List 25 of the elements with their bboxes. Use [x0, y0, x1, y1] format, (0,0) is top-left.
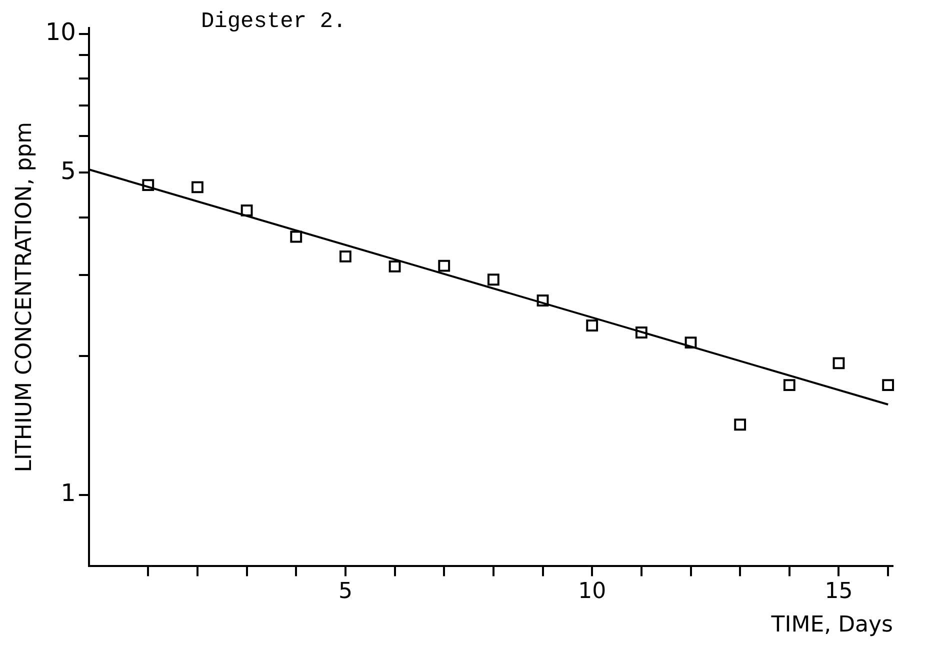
y-axis-title: LITHIUM CONCENTRATION, ppm — [12, 122, 37, 472]
point — [783, 379, 796, 392]
point — [192, 181, 204, 194]
point — [635, 326, 648, 338]
point — [340, 250, 352, 262]
point — [438, 260, 450, 272]
point — [586, 320, 598, 332]
point — [684, 336, 697, 348]
y-tick-label: 1 — [60, 479, 76, 508]
point — [734, 418, 746, 431]
point — [882, 379, 894, 392]
y-tick-label: 10 — [45, 18, 76, 46]
point — [487, 274, 500, 286]
x-tick-label: 5 — [338, 579, 352, 604]
point — [142, 179, 154, 191]
y-tick-label: 5 — [60, 156, 76, 185]
point — [240, 204, 253, 216]
x-axis-title: TIME, Days — [770, 612, 893, 638]
chart-title: Digester 2. — [200, 8, 346, 34]
point — [290, 230, 302, 243]
x-tick-label: 10 — [578, 579, 606, 604]
x-tick-label: 15 — [824, 579, 853, 604]
point — [536, 294, 549, 306]
point — [388, 260, 401, 272]
point — [832, 357, 845, 370]
